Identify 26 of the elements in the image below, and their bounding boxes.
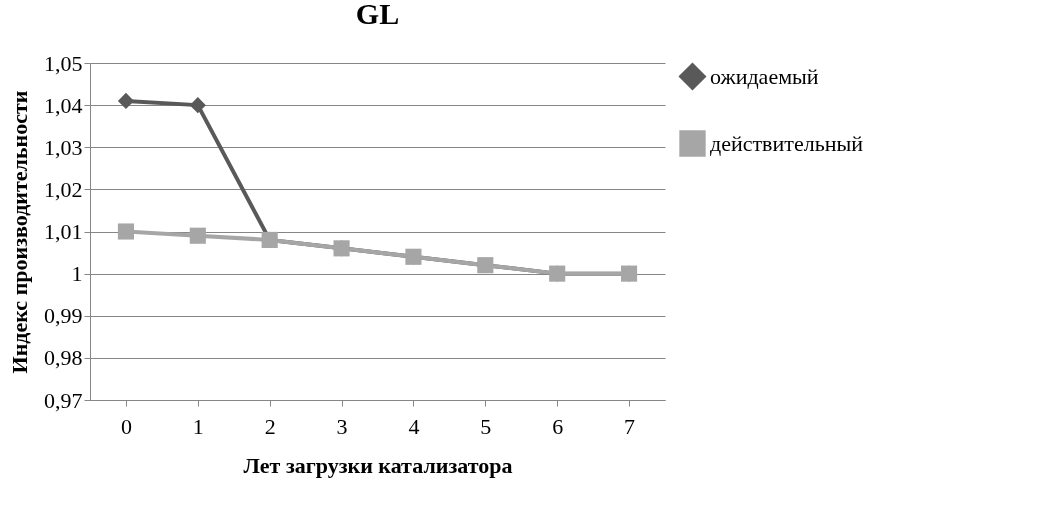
y-tick-label: 1,01 xyxy=(44,219,83,244)
legend-label: действительный xyxy=(710,130,864,156)
x-tick-label: 4 xyxy=(408,413,420,439)
point xyxy=(117,92,134,109)
x-tick-label: 5 xyxy=(480,413,492,439)
y-tick-label: 1,02 xyxy=(44,176,83,202)
y-tick-label: 0,97 xyxy=(44,387,83,413)
legend-label: ожидаемый xyxy=(710,63,819,89)
x-tick-label: 1 xyxy=(192,413,204,439)
y-tick-label: 1,04 xyxy=(44,92,83,118)
point xyxy=(189,227,206,244)
y-tick-label: 1,05 xyxy=(44,50,83,76)
y-tick-label: 1,03 xyxy=(44,134,83,160)
y-tick-label: 0,98 xyxy=(44,345,83,371)
x-tick-label: 3 xyxy=(336,413,348,439)
chart-title: GL xyxy=(355,0,400,30)
point xyxy=(117,223,134,240)
x-tick-label: 6 xyxy=(552,413,564,439)
x-tick-label: 2 xyxy=(264,413,276,439)
x-tick-label: 0 xyxy=(120,413,132,439)
x-axis-title: Лет загрузки катализатора xyxy=(243,452,513,478)
y-axis-title: Индекс производительности xyxy=(7,90,32,374)
y-tick-label: 1 xyxy=(71,261,83,287)
point xyxy=(189,97,206,114)
y-tick-label: 0,99 xyxy=(44,303,83,329)
x-tick-label: 7 xyxy=(624,413,636,439)
